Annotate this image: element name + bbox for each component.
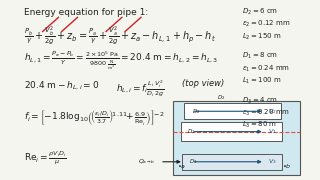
Text: $h_{L,i}=f_i\frac{L_i\ V_i^2}{D_i\ 2g}$: $h_{L,i}=f_i\frac{L_i\ V_i^2}{D_i\ 2g}$ [116,79,164,99]
Text: $L_2=150\ \mathrm{m}$: $L_2=150\ \mathrm{m}$ [243,31,282,42]
Text: $V_2$: $V_2$ [268,107,276,116]
Text: $D_1=8\ \mathrm{cm}$: $D_1=8\ \mathrm{cm}$ [243,51,279,61]
Text: $D_2$: $D_2$ [192,107,200,116]
Text: $D_1$: $D_1$ [187,127,195,136]
FancyBboxPatch shape [182,154,282,170]
Text: $V_1$: $V_1$ [268,127,276,136]
Text: $D_2$: $D_2$ [217,93,225,102]
Text: $D_3$: $D_3$ [188,157,197,166]
Text: $\varepsilon_2=0.12\ \mathrm{mm}$: $\varepsilon_2=0.12\ \mathrm{mm}$ [243,19,291,29]
FancyBboxPatch shape [184,103,281,119]
Text: $f_i=\left[-1.8\log_{10}\!\left(\!\left(\frac{\varepsilon_i/D_i}{3.7}\right)^{\!: $f_i=\left[-1.8\log_{10}\!\left(\!\left(… [24,108,164,127]
Text: Energy equation for pipe 1:: Energy equation for pipe 1: [24,8,148,17]
Text: $Q_{a\to b}$: $Q_{a\to b}$ [138,157,155,166]
Text: $\varepsilon_1=0.24\ \mathrm{mm}$: $\varepsilon_1=0.24\ \mathrm{mm}$ [243,63,291,74]
Text: $\varepsilon_3=0.20\ \mathrm{mm}$: $\varepsilon_3=0.20\ \mathrm{mm}$ [243,108,291,118]
Text: $\mathrm{Re}_i=\frac{\rho V_i D_i}{\mu}$: $\mathrm{Re}_i=\frac{\rho V_i D_i}{\mu}$ [24,150,67,167]
Text: $\bullet a$: $\bullet a$ [178,163,187,170]
Text: $\bullet b$: $\bullet b$ [282,162,292,170]
Text: $D_2=6\ \mathrm{cm}$: $D_2=6\ \mathrm{cm}$ [243,7,279,17]
FancyBboxPatch shape [173,101,300,175]
Text: $L_1=100\ \mathrm{m}$: $L_1=100\ \mathrm{m}$ [243,76,282,86]
FancyBboxPatch shape [180,122,282,141]
Text: $20.4\ \mathrm{m}-h_{L,i}=0$: $20.4\ \mathrm{m}-h_{L,i}=0$ [24,79,99,92]
Text: $\frac{P_b}{\gamma}+\frac{V_b^2}{2g}+z_b=\frac{P_a}{\gamma}+\frac{V_a^2}{2g}+z_a: $\frac{P_b}{\gamma}+\frac{V_b^2}{2g}+z_b… [24,24,215,47]
Text: (top view): (top view) [182,79,224,88]
Text: $h_{L,1}=\frac{P_a-P_b}{Y}=\frac{2\times10^5\ \mathrm{Pa}}{9800\ \frac{\mathrm{N: $h_{L,1}=\frac{P_a-P_b}{Y}=\frac{2\times… [24,49,218,71]
Text: $D_3=4\ \mathrm{cm}$: $D_3=4\ \mathrm{cm}$ [243,95,279,105]
Text: $V_3$: $V_3$ [268,157,276,166]
Text: $L_3=80\ \mathrm{m}$: $L_3=80\ \mathrm{m}$ [243,120,278,130]
